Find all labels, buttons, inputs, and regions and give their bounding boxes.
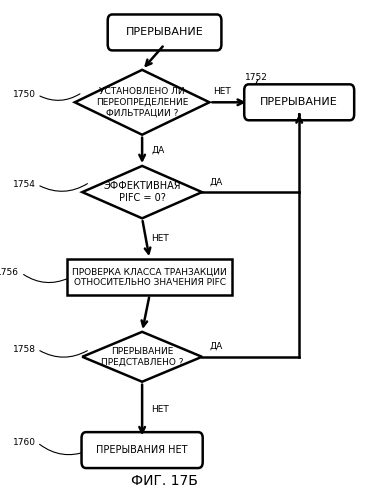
FancyBboxPatch shape [108,14,221,50]
Bar [67,259,232,295]
Text: ПРЕРЫВАНИЕ
ПРЕДСТАВЛЕНО ?: ПРЕРЫВАНИЕ ПРЕДСТАВЛЕНО ? [101,347,183,366]
FancyBboxPatch shape [244,84,354,120]
Text: ДА: ДА [209,177,223,186]
Text: ЭФФЕКТИВНАЯ
PIFC = 0?: ЭФФЕКТИВНАЯ PIFC = 0? [103,181,181,203]
Text: ДА: ДА [209,342,223,351]
Text: ФИГ. 17Б: ФИГ. 17Б [131,474,198,488]
Text: 1760: 1760 [13,438,36,447]
Text: ДА: ДА [151,146,165,155]
Text: НЕТ: НЕТ [213,87,230,96]
Text: ПРЕРЫВАНИЕ: ПРЕРЫВАНИЕ [260,97,338,107]
Text: 1752: 1752 [245,73,268,82]
Text: 1758: 1758 [13,345,36,354]
Text: ПРЕРЫВАНИЯ НЕТ: ПРЕРЫВАНИЯ НЕТ [96,445,188,455]
Text: УСТАНОВЛЕНО ЛИ
ПЕРЕОПРЕДЕЛЕНИЕ
ФИЛЬТРАЦИИ ?: УСТАНОВЛЕНО ЛИ ПЕРЕОПРЕДЕЛЕНИЕ ФИЛЬТРАЦИ… [96,87,188,117]
Text: 1750: 1750 [13,90,36,99]
FancyBboxPatch shape [82,432,203,468]
Text: ПРЕРЫВАНИЕ: ПРЕРЫВАНИЕ [126,27,203,37]
Text: 1754: 1754 [13,180,36,189]
Polygon shape [82,332,202,382]
Text: НЕТ: НЕТ [151,234,169,243]
Text: НЕТ: НЕТ [151,405,169,415]
Polygon shape [75,70,209,135]
Polygon shape [82,166,202,219]
Text: 1756: 1756 [0,268,19,277]
Text: ПРОВЕРКА КЛАССА ТРАНЗАКЦИИ
ОТНОСИТЕЛЬНО ЗНАЧЕНИЯ PIFC: ПРОВЕРКА КЛАССА ТРАНЗАКЦИИ ОТНОСИТЕЛЬНО … [72,267,227,286]
